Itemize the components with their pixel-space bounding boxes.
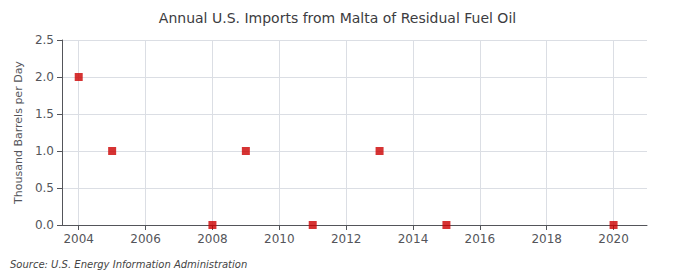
svg-text:2016: 2016 (465, 232, 496, 246)
svg-text:1.0: 1.0 (35, 144, 54, 158)
svg-text:Source: U.S. Energy Informatio: Source: U.S. Energy Information Administ… (10, 259, 247, 270)
svg-text:0.5: 0.5 (35, 181, 54, 195)
svg-text:2.5: 2.5 (35, 33, 54, 47)
svg-text:2.0: 2.0 (35, 70, 54, 84)
svg-text:2008: 2008 (197, 232, 228, 246)
svg-text:2010: 2010 (264, 232, 295, 246)
svg-text:1.5: 1.5 (35, 107, 54, 121)
svg-text:Annual U.S. Imports from Malta: Annual U.S. Imports from Malta of Residu… (159, 10, 516, 26)
svg-text:2012: 2012 (331, 232, 362, 246)
svg-text:2018: 2018 (531, 232, 562, 246)
svg-text:Thousand Barrels per Day: Thousand Barrels per Day (12, 61, 25, 205)
svg-text:2006: 2006 (130, 232, 161, 246)
svg-text:2014: 2014 (398, 232, 429, 246)
svg-text:0.0: 0.0 (35, 218, 54, 232)
svg-text:2020: 2020 (598, 232, 629, 246)
svg-text:2004: 2004 (63, 232, 94, 246)
